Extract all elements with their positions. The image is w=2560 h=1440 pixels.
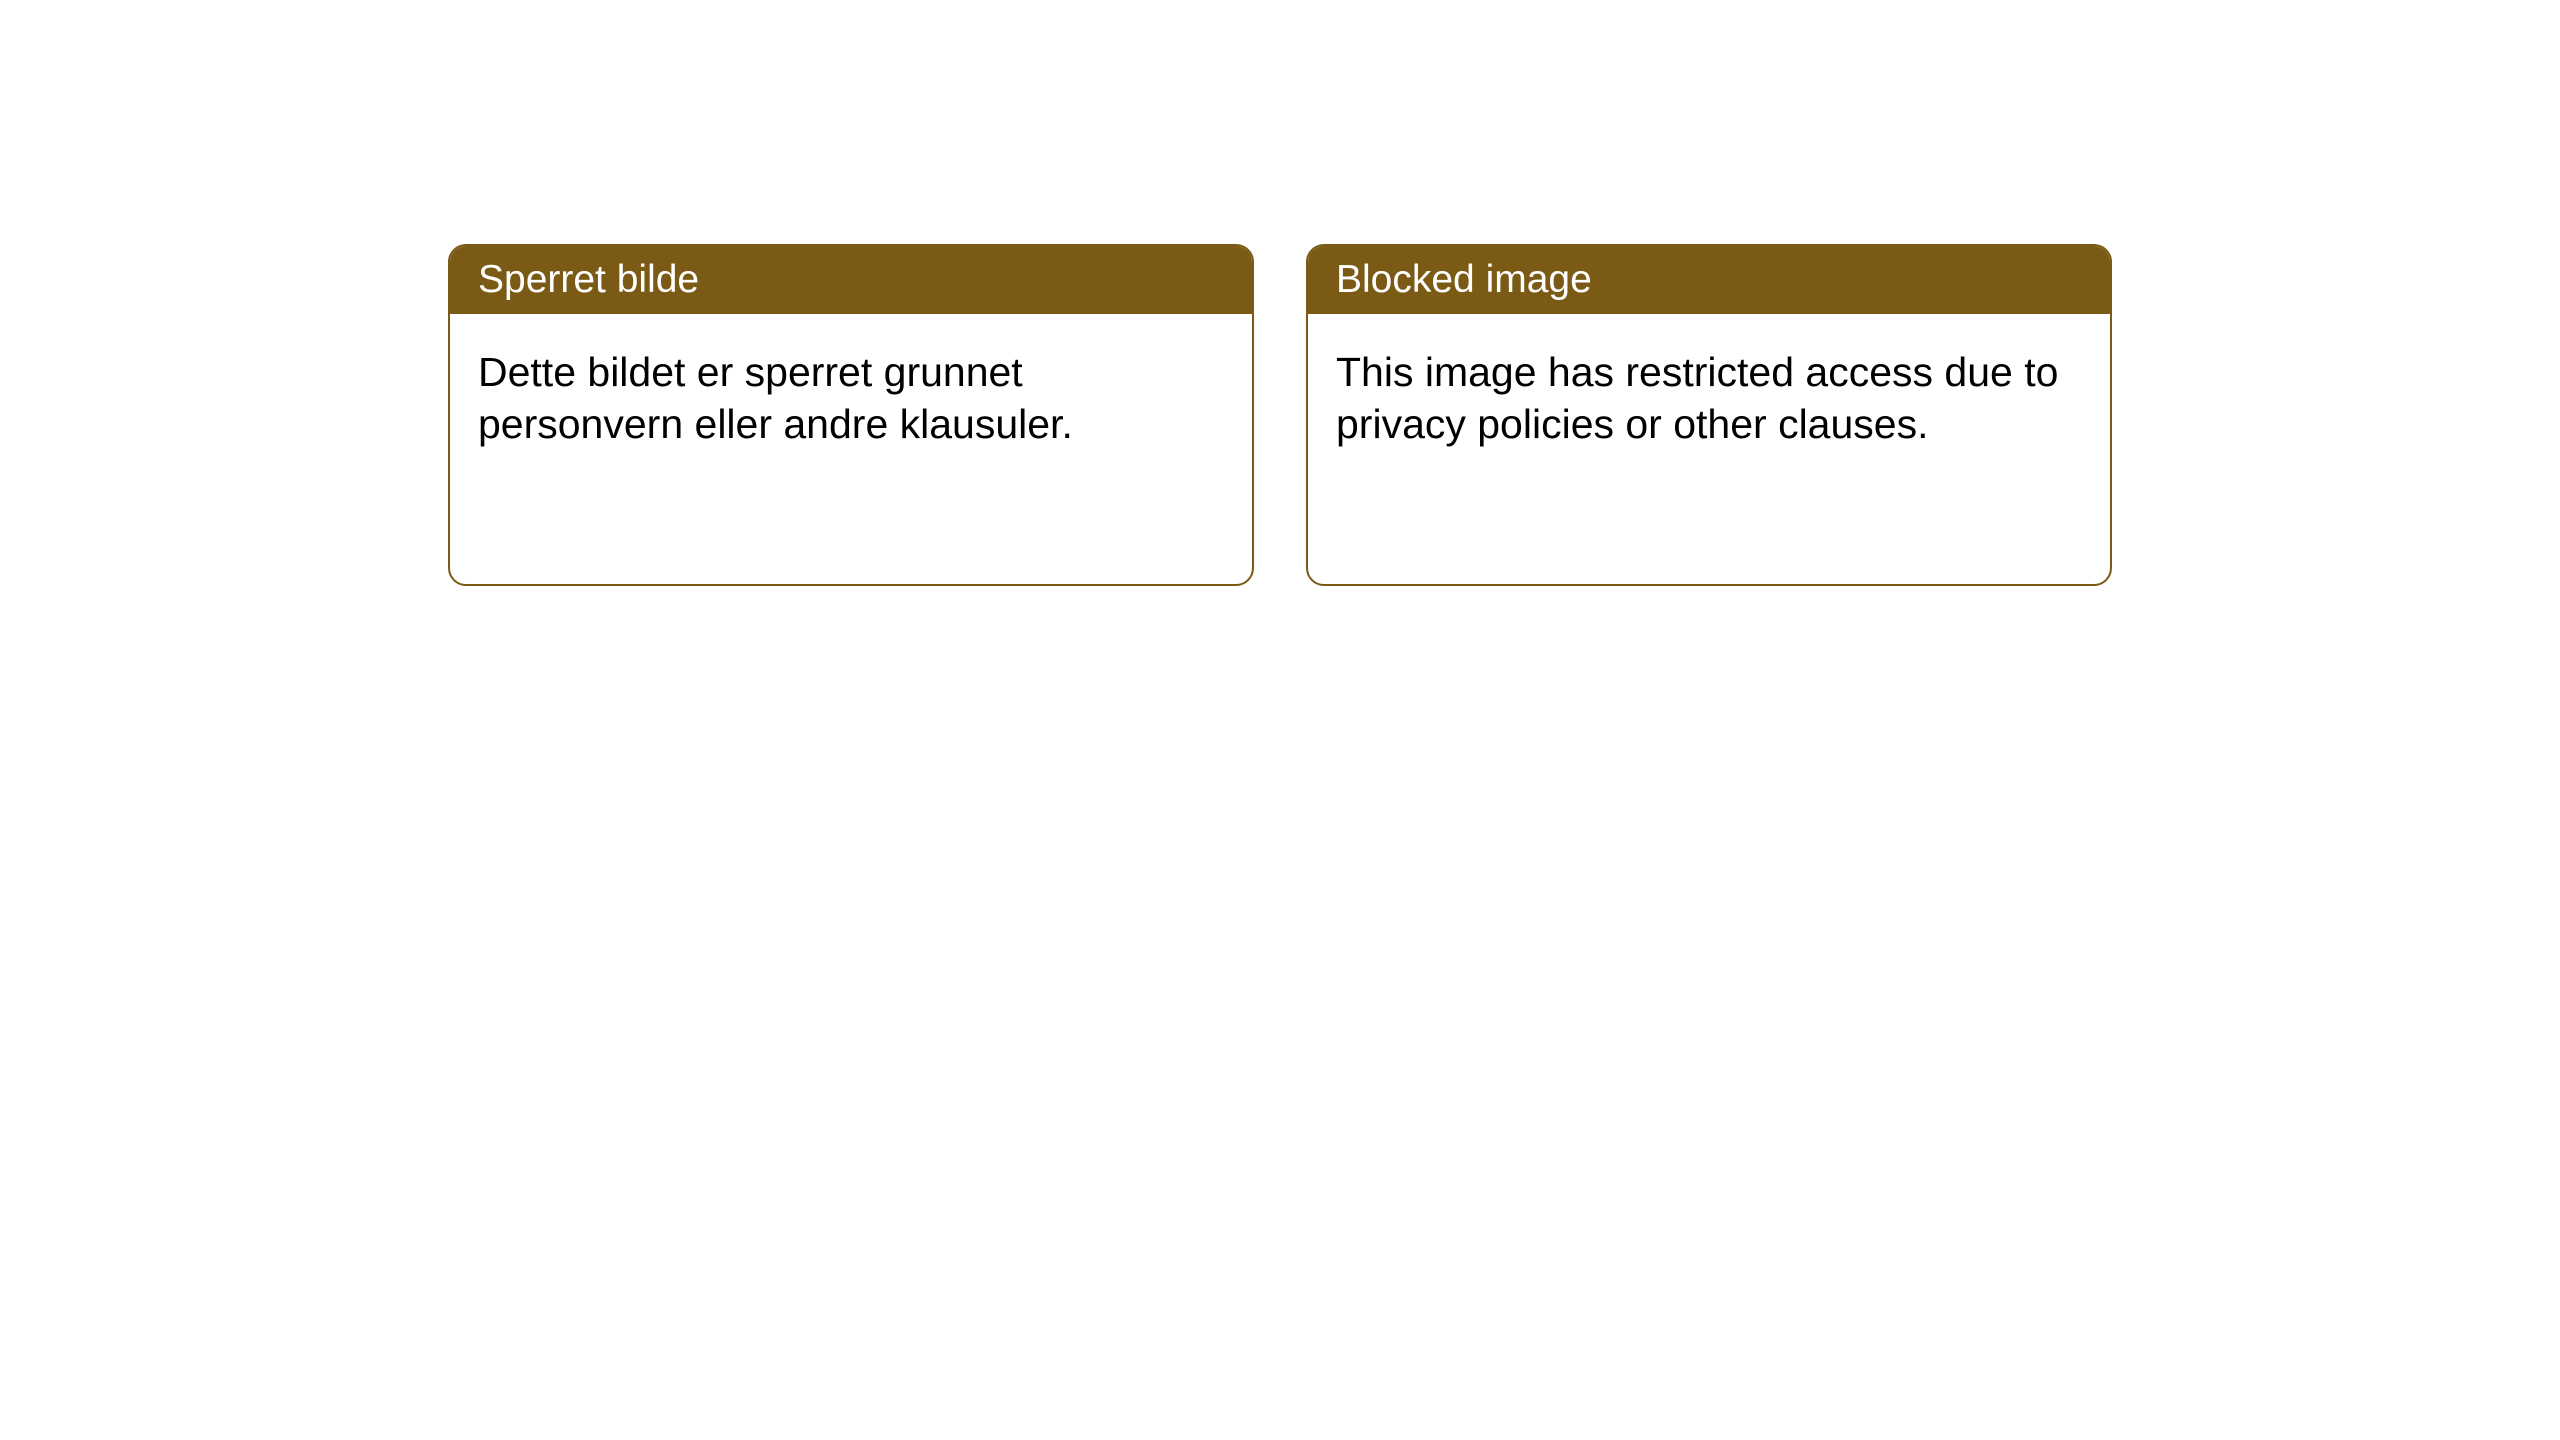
notice-header: Blocked image <box>1308 246 2110 314</box>
notice-card-norwegian: Sperret bilde Dette bildet er sperret gr… <box>448 244 1254 586</box>
notice-container: Sperret bilde Dette bildet er sperret gr… <box>0 0 2560 586</box>
notice-body: This image has restricted access due to … <box>1308 314 2110 584</box>
notice-card-english: Blocked image This image has restricted … <box>1306 244 2112 586</box>
notice-body: Dette bildet er sperret grunnet personve… <box>450 314 1252 584</box>
notice-header: Sperret bilde <box>450 246 1252 314</box>
